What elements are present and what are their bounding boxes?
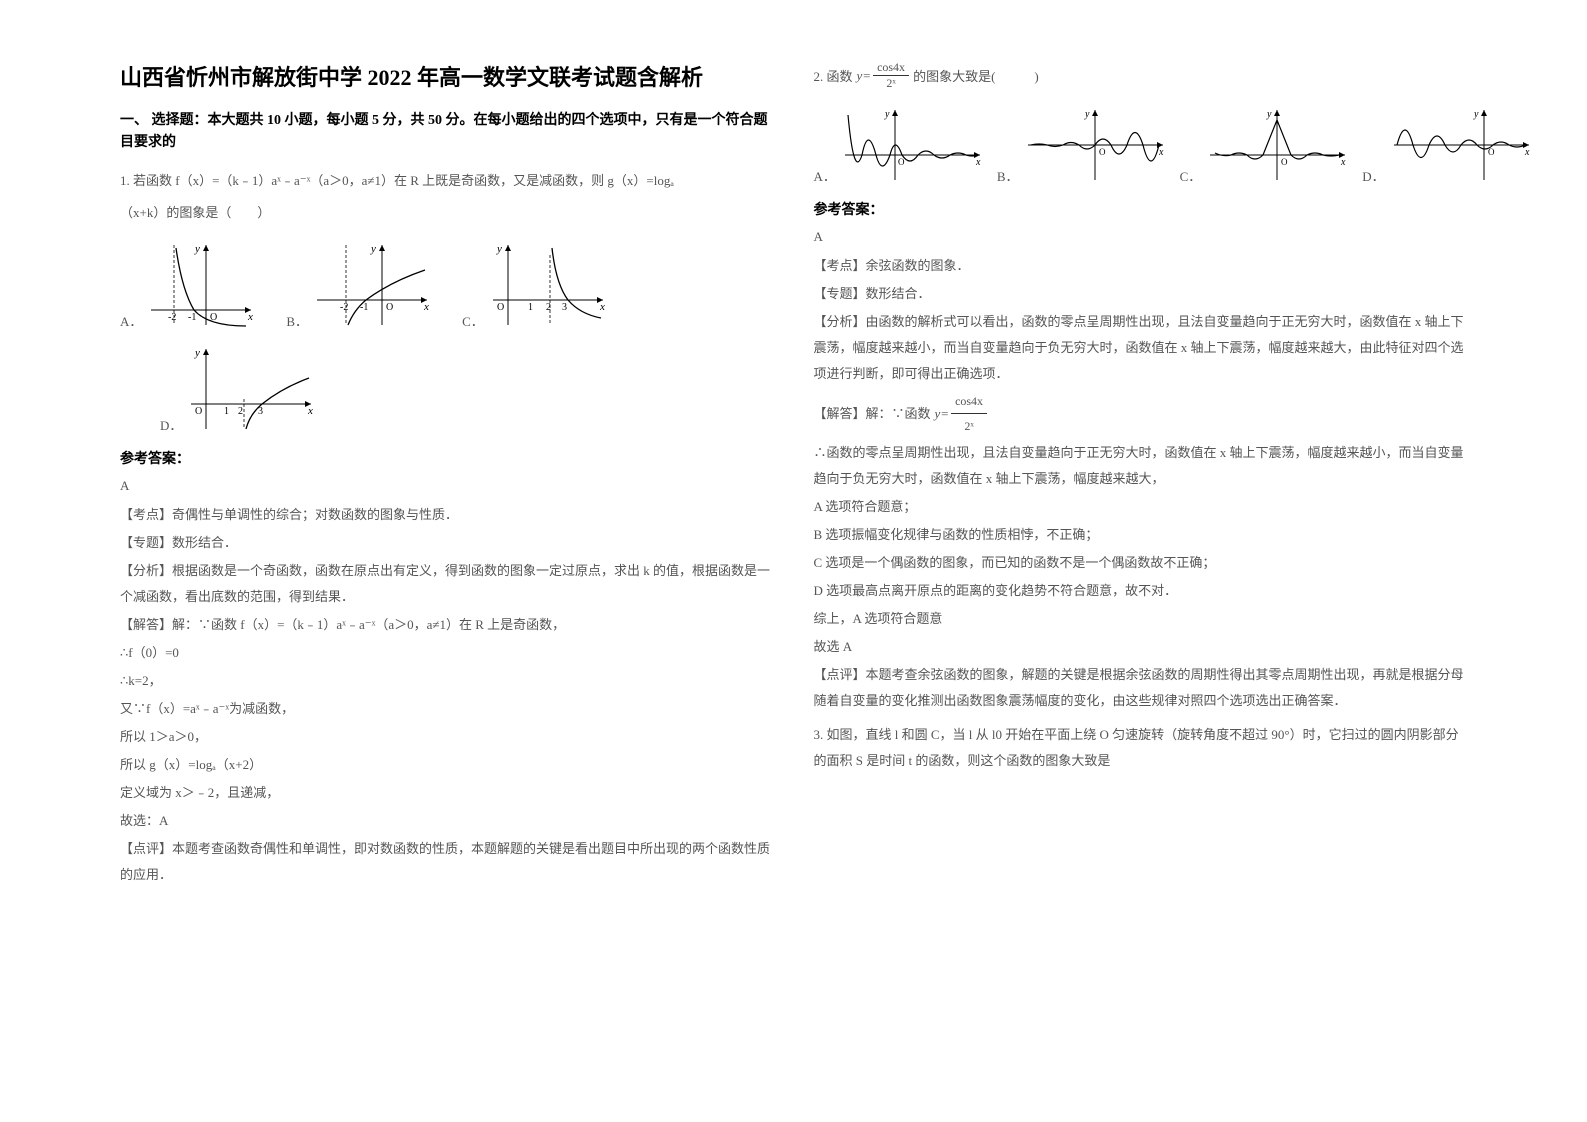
svg-text:y: y [370, 243, 376, 255]
q2-graph-c: x y O [1205, 105, 1350, 185]
q2-option-d: D． x y O [1362, 105, 1533, 185]
q2-options-row: A． x y O B． x y O [814, 105, 1468, 185]
q2-exp6: A 选项符合题意； [814, 494, 1468, 520]
svg-text:x: x [247, 311, 253, 323]
q2-frac-num: cos4x [873, 60, 909, 76]
q2-graph-a: x y O [840, 105, 985, 185]
q1-answer-header: 参考答案： [120, 448, 774, 468]
svg-text:O: O [898, 157, 905, 167]
q2-text: 2. 函数 y= cos4x 2ˣ 的图象大致是( ) [814, 60, 1468, 91]
q1-exp8: 所以 1＞a＞0， [120, 724, 774, 750]
q1-option-c-label: C． [462, 311, 484, 330]
q1-option-b-label: B． [286, 311, 308, 330]
q1-option-a-label: A． [120, 311, 142, 330]
svg-text:x: x [307, 405, 313, 417]
q1-exp12: 【点评】本题考查函数奇偶性和单调性，即对数函数的性质，本题解题的关键是看出题目中… [120, 836, 774, 888]
svg-text:-1: -1 [188, 312, 196, 323]
svg-text:x: x [975, 157, 981, 168]
q3-text: 3. 如图，直线 l 和圆 C，当 l 从 l0 开始在平面上绕 O 匀速旋转（… [814, 722, 1468, 774]
q1-option-d: D． x y O 1 2 3 [160, 344, 316, 434]
right-column: 2. 函数 y= cos4x 2ˣ 的图象大致是( ) A． x y O [794, 60, 1488, 1082]
q2-option-a-label: A． [814, 166, 836, 185]
q1-text-line1: 1. 若函数 f（x）=（k﹣1）aˣ﹣a⁻ˣ（a＞0，a≠1）在 R 上既是奇… [120, 169, 774, 194]
q1-option-a: A． x y O -2 -1 [120, 240, 256, 330]
svg-text:x: x [1158, 147, 1164, 158]
q1-exp6: ∴k=2， [120, 668, 774, 694]
svg-text:1: 1 [528, 302, 533, 313]
q1-exp10: 定义域为 x＞﹣2，且递减， [120, 780, 774, 806]
q2-exp11: 故选 A [814, 634, 1468, 660]
q1-answer: A [120, 478, 774, 494]
q1-graph-d: x y O 1 2 3 [186, 344, 316, 434]
svg-text:y: y [194, 243, 200, 255]
svg-text:-2: -2 [168, 312, 176, 323]
q2-exp10: 综上，A 选项符合题意 [814, 606, 1468, 632]
q2-frac-den: 2ˣ [882, 76, 899, 91]
svg-text:O: O [497, 302, 504, 313]
svg-text:y: y [1473, 109, 1479, 120]
q2-option-b: B． x y O [997, 105, 1168, 185]
svg-text:2: 2 [238, 406, 243, 417]
svg-text:y: y [1266, 109, 1272, 120]
q2-exp1: 【考点】余弦函数的图象． [814, 253, 1468, 279]
q2-answer-header: 参考答案： [814, 199, 1468, 219]
q2-exp7: B 选项振幅变化规律与函数的性质相悖，不正确； [814, 522, 1468, 548]
q2-exp3: 【分析】由函数的解析式可以看出，函数的零点呈周期性出现，且法自变量趋向于正无穷大… [814, 309, 1468, 387]
q1-exp11: 故选：A [120, 808, 774, 834]
q2-suffix: 的图象大致是( ) [913, 66, 1039, 85]
q2-exp4-formula: y= cos4x 2ˣ [935, 389, 988, 438]
q1-option-b: B． x y O -2 -1 [286, 240, 432, 330]
svg-text:3: 3 [562, 302, 567, 313]
q2-exp9: D 选项最高点离开原点的距离的变化趋势不符合题意，故不对． [814, 578, 1468, 604]
q2-option-c-label: C． [1180, 166, 1202, 185]
q2-exp4: 【解答】解：∵函数 y= cos4x 2ˣ [814, 389, 1468, 438]
svg-text:x: x [1340, 157, 1346, 168]
q1-exp1: 【考点】奇偶性与单调性的综合；对数函数的图象与性质． [120, 502, 774, 528]
q1-options-row1: A． x y O -2 -1 B． x [120, 240, 774, 330]
q1-exp2: 【专题】数形结合． [120, 530, 774, 556]
q1-exp5: ∴f（0）=0 [120, 640, 774, 666]
svg-text:-2: -2 [340, 302, 348, 313]
q2-option-a: A． x y O [814, 105, 985, 185]
q2-option-b-label: B． [997, 166, 1019, 185]
q2-exp8: C 选项是一个偶函数的图象，而已知的函数不是一个偶函数故不正确； [814, 550, 1468, 576]
svg-text:1: 1 [224, 406, 229, 417]
q2-exp2: 【专题】数形结合． [814, 281, 1468, 307]
q1-graph-c: x y O 1 2 3 [488, 240, 608, 330]
q2-exp12: 【点评】本题考查余弦函数的图象，解题的关键是根据余弦函数的周期性得出其零点周期性… [814, 662, 1468, 714]
svg-text:y: y [496, 243, 502, 255]
q2-graph-d: x y O [1389, 105, 1534, 185]
q1-exp3: 【分析】根据函数是一个奇函数，函数在原点出有定义，得到函数的图象一定过原点，求出… [120, 558, 774, 610]
q1-option-c: C． x y O 1 2 3 [462, 240, 608, 330]
svg-text:y: y [194, 347, 200, 359]
svg-text:O: O [195, 406, 202, 417]
svg-text:y: y [1084, 109, 1090, 120]
q2-formula: y= cos4x 2ˣ [857, 60, 910, 91]
svg-text:x: x [599, 301, 605, 313]
q2-option-d-label: D． [1362, 166, 1384, 185]
q2-answer: A [814, 229, 1468, 245]
q2-option-c: C． x y O [1180, 105, 1351, 185]
q2-exp4-prefix: 【解答】解：∵函数 [814, 401, 931, 427]
q1-exp9: 所以 g（x）=logₐ（x+2） [120, 752, 774, 778]
svg-text:x: x [1524, 147, 1530, 158]
q2-graph-b: x y O [1023, 105, 1168, 185]
q1-exp4: 【解答】解：∵函数 f（x）=（k﹣1）aˣ﹣a⁻ˣ（a＞0，a≠1）在 R 上… [120, 612, 774, 638]
q2-prefix: 2. 函数 [814, 66, 853, 85]
svg-text:O: O [1281, 157, 1288, 167]
svg-text:O: O [1099, 147, 1106, 157]
svg-text:y: y [884, 109, 890, 120]
svg-text:x: x [423, 301, 429, 313]
q1-option-d-label: D． [160, 415, 182, 434]
q1-graph-a: x y O -2 -1 [146, 240, 256, 330]
section-header: 一、 选择题：本大题共 10 小题，每小题 5 分，共 50 分。在每小题给出的… [120, 110, 774, 155]
q1-graph-b: x y O -2 -1 [312, 240, 432, 330]
q1-options-row2: D． x y O 1 2 3 [120, 344, 774, 434]
svg-text:O: O [386, 302, 393, 313]
q2-exp5: ∴函数的零点呈周期性出现，且法自变量趋向于正无穷大时，函数值在 x 轴上下震荡，… [814, 440, 1468, 492]
left-column: 山西省忻州市解放街中学 2022 年高一数学文联考试题含解析 一、 选择题：本大… [100, 60, 794, 1082]
q1-exp7: 又∵f（x）=aˣ﹣a⁻ˣ为减函数， [120, 696, 774, 722]
q1-text-line2: （x+k）的图象是（ ） [120, 201, 774, 226]
page-title: 山西省忻州市解放街中学 2022 年高一数学文联考试题含解析 [120, 60, 774, 92]
